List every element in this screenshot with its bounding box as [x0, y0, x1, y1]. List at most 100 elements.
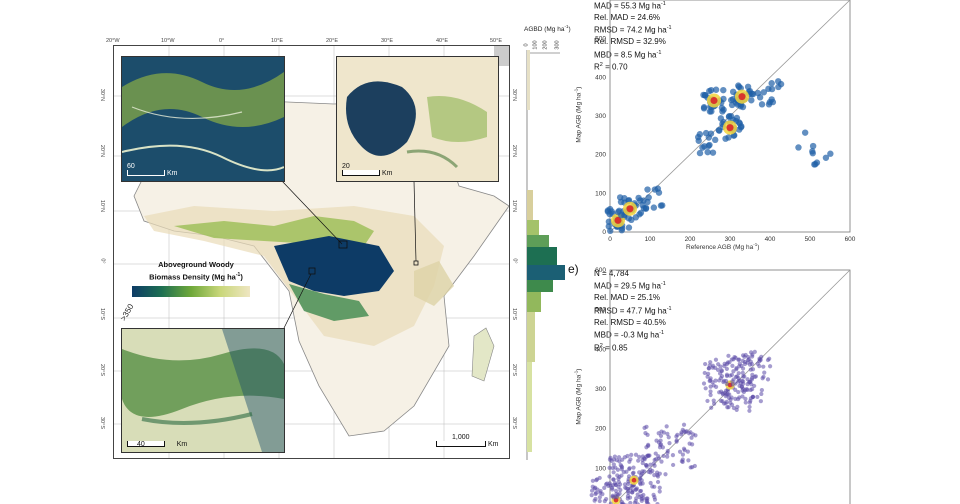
data-point	[619, 464, 624, 469]
data-point	[709, 405, 714, 410]
stat-r2-value: = 0.85	[602, 343, 628, 353]
data-point	[593, 490, 599, 495]
data-point	[677, 449, 683, 454]
data-point	[740, 358, 745, 364]
x-tick-label: 0	[608, 236, 612, 243]
data-point	[589, 488, 595, 493]
lon-label: 20°W	[106, 38, 120, 44]
inset-tr-scalebar: 20 Km	[342, 163, 392, 177]
data-point	[644, 198, 651, 206]
legend-title-end: )	[240, 272, 243, 282]
data-point	[759, 387, 764, 393]
data-point	[679, 432, 684, 437]
data-point	[665, 450, 670, 456]
data-point	[688, 465, 693, 470]
y-tick-label: 300	[595, 386, 606, 393]
data-point	[646, 442, 651, 447]
data-point	[667, 441, 672, 446]
data-point	[730, 379, 735, 384]
legend-colorbar	[132, 286, 250, 297]
legend-title-sup: -1	[235, 272, 241, 278]
scatter-d-ylabel-text: Map AGB (Mg ha	[575, 92, 583, 143]
data-point	[769, 98, 777, 106]
madagascar	[471, 327, 495, 382]
data-point	[665, 431, 670, 436]
data-point	[707, 130, 715, 137]
data-point	[616, 479, 621, 485]
data-point	[629, 452, 634, 458]
data-point	[725, 388, 730, 393]
inset-tl-scalebar: 60 Km	[127, 163, 177, 177]
map-scalebar: 1,000 Km	[436, 434, 498, 448]
data-point	[795, 144, 802, 151]
data-point	[768, 80, 775, 87]
stat-rel-mad: Rel. MAD = 25.1%	[594, 293, 661, 303]
legend-title: Aboveground Woody Biomass Density (Mg ha…	[132, 260, 260, 283]
data-point	[597, 498, 602, 504]
inset-b-scalebar: 40 Km	[127, 441, 187, 448]
scatter-d-ylabel-sup: -1	[573, 88, 579, 93]
data-point	[597, 475, 602, 481]
inset-forest-detail: 40 Km	[121, 328, 285, 453]
y-tick-label: 200	[595, 426, 606, 433]
inset-tr-scale-unit: Km	[381, 170, 393, 177]
stat-mad: MAD = 29.5 Mg ha	[594, 281, 661, 291]
data-point	[658, 433, 664, 438]
histogram-title: AGBD (Mg ha-1)	[524, 24, 571, 33]
y-tick-label: 100	[595, 190, 606, 197]
data-point	[602, 485, 607, 490]
data-point	[749, 350, 754, 355]
data-point	[752, 349, 757, 354]
y-tick-label: 200	[595, 152, 606, 159]
data-point	[713, 378, 718, 383]
stat-r2-sup: 2	[599, 62, 603, 69]
data-point	[642, 469, 647, 474]
stat-rel-mad: Rel. MAD = 24.6%	[594, 12, 661, 22]
density-peak	[631, 477, 637, 483]
data-point	[737, 124, 745, 131]
data-point	[593, 496, 598, 502]
data-point	[657, 485, 662, 490]
data-point	[704, 148, 711, 156]
histogram-tick: 200	[542, 40, 549, 50]
data-point	[630, 490, 635, 495]
data-point	[620, 457, 625, 462]
data-point	[670, 453, 676, 458]
data-point	[682, 448, 687, 453]
x-tick-label: 200	[685, 236, 696, 243]
data-point	[605, 218, 613, 225]
data-point	[762, 370, 767, 375]
data-point	[685, 449, 690, 454]
data-point	[812, 160, 819, 168]
inset-b-scale-unit: Km	[176, 441, 188, 448]
data-point	[637, 480, 643, 485]
data-point	[761, 374, 766, 379]
data-point	[614, 458, 619, 463]
data-point	[607, 465, 612, 470]
data-point	[735, 404, 740, 409]
data-point	[702, 370, 707, 376]
data-point	[613, 488, 619, 493]
stat-rel-rmsd: Rel. RMSD = 40.5%	[594, 317, 666, 327]
stat-r2-sup: 2	[599, 342, 603, 349]
data-point	[625, 224, 633, 231]
data-point	[700, 104, 708, 111]
data-point	[642, 456, 647, 461]
data-point	[658, 442, 664, 447]
data-point	[680, 457, 685, 462]
data-point	[590, 478, 595, 483]
data-point	[731, 369, 736, 374]
data-point	[607, 457, 613, 462]
data-point	[736, 376, 741, 381]
data-point	[641, 496, 646, 501]
lon-label: 10°W	[161, 38, 175, 44]
data-point	[774, 78, 782, 85]
data-point	[692, 463, 697, 469]
stat-rel-rmsd: Rel. RMSD = 32.9%	[594, 37, 666, 47]
lat-label: 20°S	[99, 364, 105, 376]
data-point	[644, 424, 649, 429]
data-point	[652, 484, 657, 489]
inset-tr-scale-value: 20	[342, 163, 350, 170]
data-point	[650, 204, 658, 211]
data-point	[651, 186, 659, 193]
